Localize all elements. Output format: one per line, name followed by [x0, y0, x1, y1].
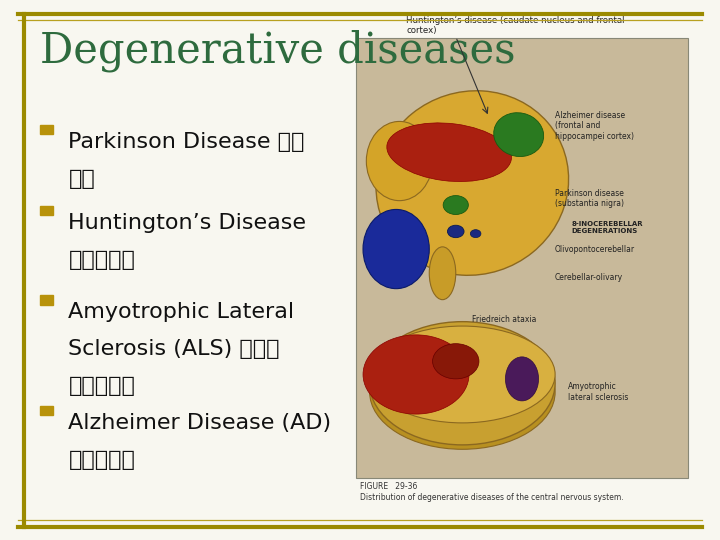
Ellipse shape: [369, 322, 555, 445]
Text: Huntington’s Disease: Huntington’s Disease: [68, 213, 307, 233]
Ellipse shape: [376, 91, 569, 275]
Circle shape: [470, 230, 481, 238]
Bar: [40, 295, 53, 305]
Circle shape: [448, 225, 464, 238]
Text: Alzheimer disease
(frontal and
hippocampei cortex): Alzheimer disease (frontal and hippocamp…: [555, 111, 634, 141]
Ellipse shape: [369, 335, 555, 449]
Ellipse shape: [363, 210, 429, 289]
Bar: [356, 38, 688, 478]
Text: 漢丁頑式病: 漢丁頑式病: [68, 250, 135, 270]
Ellipse shape: [366, 122, 433, 201]
Text: Olivopontocerebellar: Olivopontocerebellar: [555, 245, 635, 254]
Text: 側索硬化症: 側索硬化症: [68, 376, 135, 396]
Text: Alzheimer Disease (AD): Alzheimer Disease (AD): [68, 413, 331, 433]
Text: 阿滋海默症: 阿滋海默症: [68, 450, 135, 470]
Ellipse shape: [369, 326, 555, 423]
Bar: [40, 125, 53, 134]
Bar: [40, 206, 53, 215]
Circle shape: [444, 195, 468, 214]
Text: Parkinson Disease 巴金: Parkinson Disease 巴金: [68, 132, 305, 152]
Text: Parkinson disease
(substantia nigra): Parkinson disease (substantia nigra): [555, 189, 624, 208]
Ellipse shape: [505, 357, 539, 401]
Text: FIGURE   29-36
Distribution of degenerative diseases of the central nervous syst: FIGURE 29-36 Distribution of degenerativ…: [360, 482, 624, 502]
Text: Cerebellar-olivary: Cerebellar-olivary: [555, 273, 624, 282]
Ellipse shape: [433, 343, 479, 379]
Text: Amyotrophic
lateral sclerosis: Amyotrophic lateral sclerosis: [568, 382, 629, 402]
Ellipse shape: [363, 335, 469, 414]
Text: Degenerative diseases: Degenerative diseases: [40, 30, 515, 72]
Text: Friedreich ataxia: Friedreich ataxia: [472, 315, 536, 324]
Text: Huntington’s disease (caudate nucleus and frontal
cortex): Huntington’s disease (caudate nucleus an…: [406, 16, 624, 35]
Bar: [40, 406, 53, 415]
Text: Sclerosis (ALS) 肌葰縮: Sclerosis (ALS) 肌葰縮: [68, 339, 280, 359]
Text: 森症: 森症: [68, 169, 95, 189]
Text: Amyotrophic Lateral: Amyotrophic Lateral: [68, 302, 294, 322]
Ellipse shape: [387, 123, 511, 181]
Text: 8-INOCEREBELLAR
DEGENERATIONS: 8-INOCEREBELLAR DEGENERATIONS: [572, 220, 643, 233]
Ellipse shape: [494, 113, 544, 157]
Ellipse shape: [429, 247, 456, 300]
